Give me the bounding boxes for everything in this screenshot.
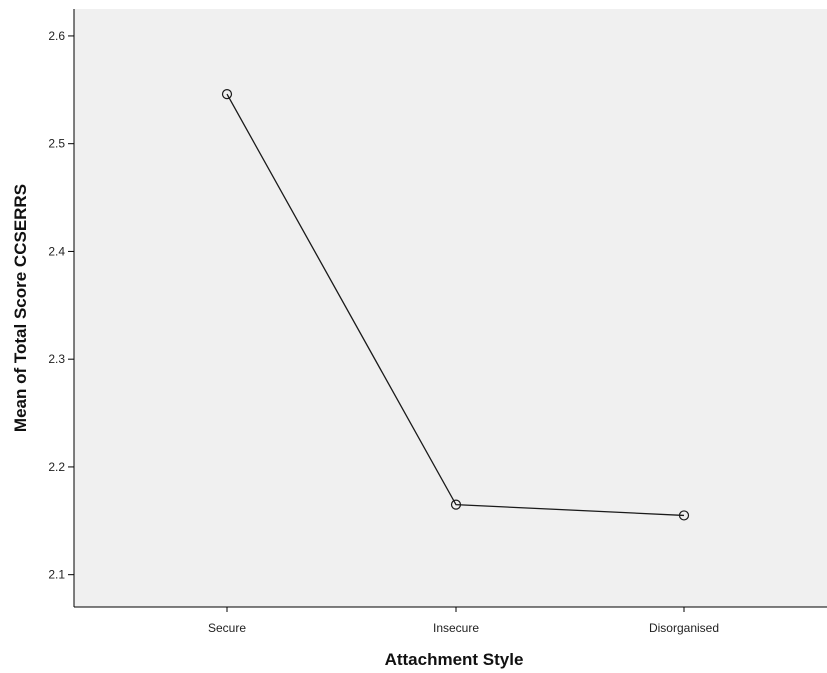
y-tick-label: 2.5	[48, 137, 65, 151]
y-tick-label: 2.1	[48, 568, 65, 582]
y-tick-label: 2.3	[48, 352, 65, 366]
data-point-marker	[221, 89, 233, 100]
series-group	[221, 89, 690, 521]
y-ticks: 2.1 2.2 2.3 2.4 2.5 2.6	[48, 29, 74, 582]
x-axis-title: Attachment Style	[385, 650, 524, 669]
y-tick-label: 2.6	[48, 29, 65, 43]
data-point-marker	[678, 510, 690, 521]
x-tick-label: Secure	[208, 621, 246, 635]
y-axis-title: Mean of Total Score CCSERRS	[11, 184, 30, 432]
x-tick-label: Disorganised	[649, 621, 719, 635]
y-tick-label: 2.4	[48, 244, 65, 258]
x-ticks: Secure Insecure Disorganised	[208, 607, 719, 635]
y-tick-label: 2.2	[48, 460, 65, 474]
series-line	[226, 93, 685, 517]
plot-area	[74, 9, 827, 607]
x-tick-label: Insecure	[433, 621, 479, 635]
data-point-marker	[450, 499, 462, 510]
